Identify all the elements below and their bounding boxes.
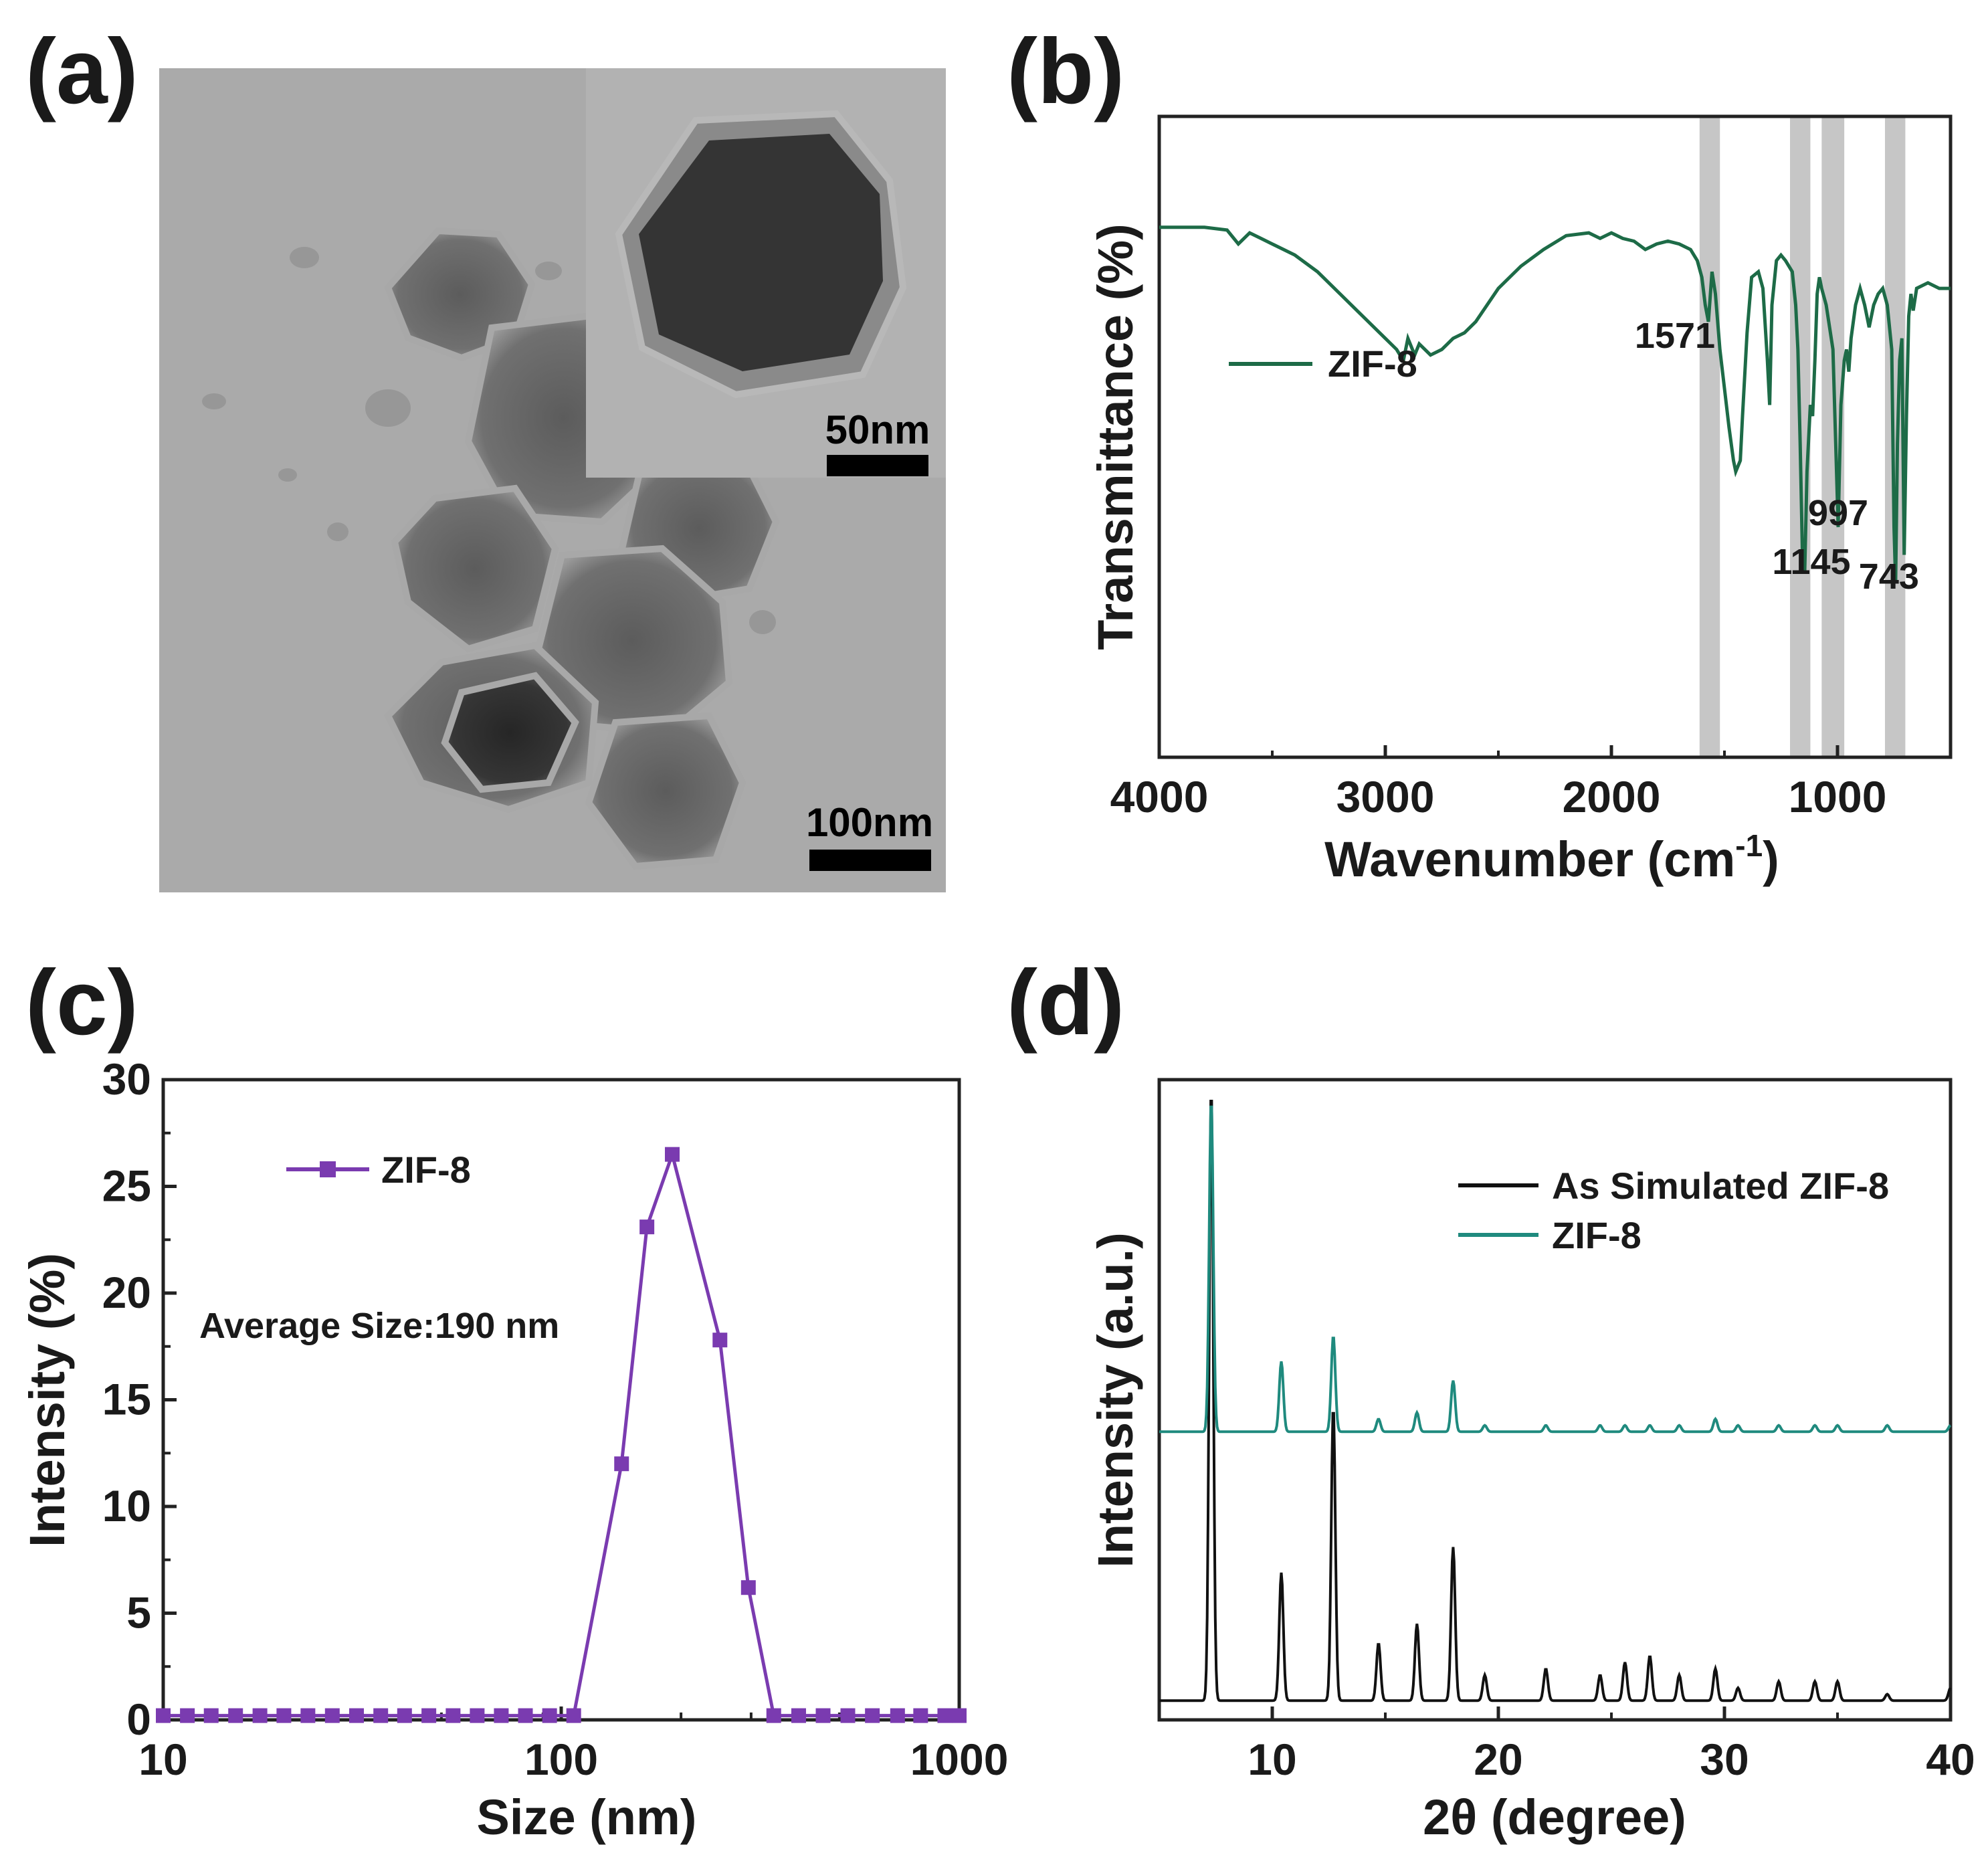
xrd-series-simulated-line [1159, 1100, 1952, 1702]
dls-data-point [494, 1708, 509, 1723]
dls-data-point [890, 1708, 905, 1723]
ftir-highlight-band [1699, 116, 1720, 757]
panel-label-b: (b) [1007, 20, 1125, 123]
scale-label-inset: 50nm [825, 407, 930, 452]
dls-data-point [349, 1708, 365, 1723]
dls-data-point [566, 1708, 581, 1723]
ftir-series-line [1159, 225, 1951, 583]
dls-data-point [712, 1333, 728, 1348]
ftir-x-tick-label: 2000 [1563, 772, 1661, 821]
ftir-x-label-sup: -1 [1735, 828, 1763, 863]
ftir-legend-label: ZIF-8 [1328, 343, 1417, 385]
xrd-x-tick-label: 30 [1700, 1735, 1749, 1784]
ftir-peak-label: 743 [1859, 557, 1919, 597]
dls-data-point [276, 1708, 292, 1723]
xrd-x-label: 2θ (degree) [1423, 1789, 1686, 1845]
dls-y-tick-label: 25 [102, 1161, 151, 1211]
dls-y-tick-label: 30 [102, 1054, 151, 1104]
dls-x-tick-label: 100 [524, 1735, 598, 1784]
dls-y-tick-label: 15 [102, 1375, 151, 1424]
panel-label-a: (a) [25, 20, 138, 123]
xrd-x-tick-label: 10 [1248, 1735, 1296, 1784]
ftir-x-label-tail: ) [1763, 832, 1779, 887]
ftir-x-tick-label: 4000 [1110, 772, 1209, 821]
dls-data-point [252, 1708, 268, 1723]
xrd-x-tick-label: 20 [1474, 1735, 1522, 1784]
dls-data-point [614, 1456, 629, 1472]
dls-data-point [228, 1708, 243, 1723]
xrd-series-zif8-line [1159, 1105, 1952, 1434]
dls-data-point [324, 1708, 340, 1723]
xrd-x-tick-label: 40 [1926, 1735, 1975, 1784]
dls-y-tick-label: 10 [102, 1481, 151, 1531]
dls-data-point [791, 1708, 806, 1723]
dls-average-size-annotation: Average Size:190 nm [199, 1306, 559, 1346]
dls-legend-marker [320, 1161, 336, 1177]
dls-data-point [740, 1580, 756, 1595]
ftir-peak-label: 997 [1808, 493, 1868, 533]
scale-label-main: 100nm [806, 800, 933, 845]
ftir-y-label: Transmittance (%) [1088, 223, 1143, 650]
scale-bar-inset [827, 455, 928, 476]
dls-data-point [639, 1219, 655, 1235]
ftir-plot-frame [1157, 114, 1953, 759]
dls-y-tick-label: 20 [102, 1268, 151, 1317]
scale-bar-main [809, 850, 931, 871]
xrd-plot-frame [1157, 1078, 1953, 1722]
dls-data-point [815, 1708, 831, 1723]
dls-data-point [421, 1708, 437, 1723]
dls-data-point [952, 1708, 967, 1723]
dls-data-point [445, 1708, 461, 1723]
dls-data-point [840, 1708, 856, 1723]
ftir-peak-label: 1145 [1772, 542, 1850, 582]
dls-data-point [373, 1708, 389, 1723]
dls-data-point [664, 1147, 680, 1162]
panel-label-d: (d) [1007, 951, 1125, 1054]
dls-y-tick-label: 0 [126, 1694, 151, 1744]
dls-y-label: Intensity (%) [19, 1253, 75, 1547]
xrd-legend-label-simulated: As Simulated ZIF-8 [1552, 1165, 1889, 1207]
xrd-y-label: Intensity (a.u.) [1088, 1232, 1143, 1568]
dls-data-point [203, 1708, 219, 1723]
dls-data-point [300, 1708, 316, 1723]
dls-data-point [865, 1708, 880, 1723]
dls-data-point [470, 1708, 485, 1723]
ftir-x-label: Wavenumber (cm-1) [1324, 828, 1779, 887]
dls-data-point [766, 1708, 781, 1723]
dls-data-point [180, 1708, 195, 1723]
dls-data-point [937, 1708, 953, 1723]
ftir-x-tick-label: 1000 [1789, 772, 1887, 821]
xrd-legend-label-zif8: ZIF-8 [1552, 1214, 1642, 1256]
dls-x-label: Size (nm) [477, 1789, 697, 1845]
dls-data-point [397, 1708, 412, 1723]
ftir-x-tick-label: 3000 [1336, 772, 1435, 821]
ftir-peak-label: 1571 [1635, 316, 1715, 356]
dls-data-point [518, 1708, 533, 1723]
dls-data-point [542, 1708, 557, 1723]
dls-legend-label: ZIF-8 [381, 1149, 471, 1191]
dls-data-point [913, 1708, 928, 1723]
panel-label-c: (c) [25, 951, 138, 1054]
dls-x-tick-label: 1000 [910, 1735, 1009, 1784]
dls-data-point [156, 1708, 171, 1723]
ftir-x-label-main: Wavenumber (cm [1324, 832, 1735, 887]
dls-x-tick-label: 10 [138, 1735, 187, 1784]
dls-y-tick-label: 5 [126, 1588, 151, 1638]
